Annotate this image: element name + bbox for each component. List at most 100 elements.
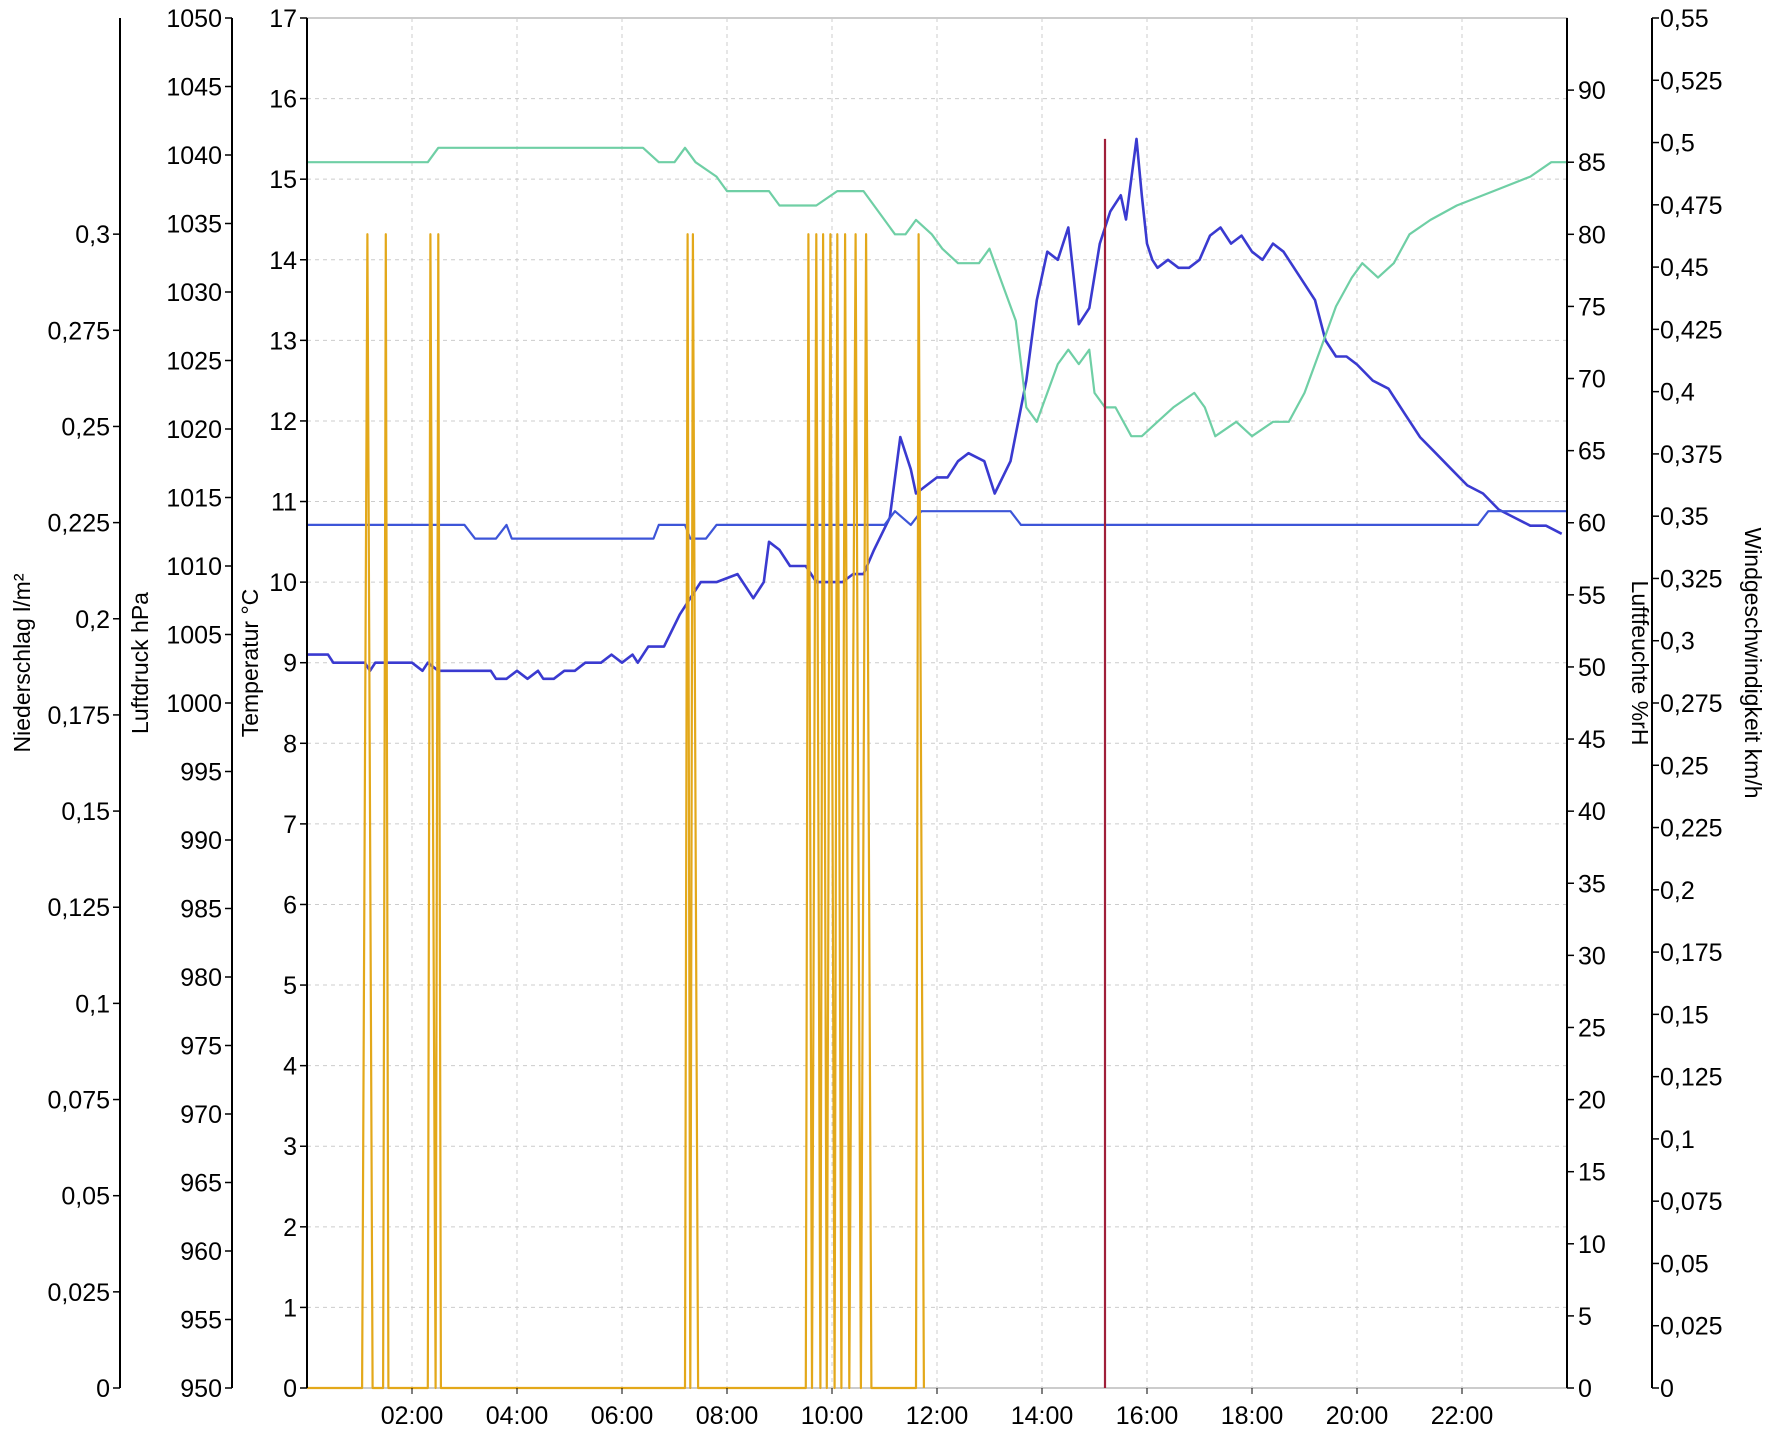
y-tick-label-pressure: 960 [180, 1238, 222, 1266]
y-tick-label-precip: 0,25 [61, 413, 110, 441]
y-tick-label-wind: 0,275 [1660, 690, 1723, 718]
y-tick-label-wind: 0,55 [1660, 5, 1709, 33]
y-tick-label-pressure: 1015 [166, 485, 222, 513]
y-tick-label-pressure: 955 [180, 1307, 222, 1335]
x-tick-label: 08:00 [696, 1402, 759, 1430]
y-tick-label-humidity: 0 [1578, 1375, 1592, 1403]
y-tick-label-wind: 0,175 [1660, 939, 1723, 967]
y-tick-label-pressure: 950 [180, 1375, 222, 1403]
y-tick-label-wind: 0,2 [1660, 877, 1695, 905]
y-tick-label-wind: 0,525 [1660, 67, 1723, 95]
y-tick-label-precip: 0,225 [47, 510, 110, 538]
y-tick-label-humidity: 80 [1578, 221, 1606, 249]
series-layer [307, 137, 1567, 1390]
y-tick-label-humidity: 85 [1578, 149, 1606, 177]
y-tick-label-wind: 0,475 [1660, 192, 1723, 220]
y-tick-label-temperature: 12 [269, 408, 297, 436]
x-tick-label: 22:00 [1431, 1402, 1494, 1430]
y-tick-label-temperature: 8 [283, 730, 297, 758]
x-tick-label: 12:00 [906, 1402, 969, 1430]
y-tick-label-precip: 0,175 [47, 702, 110, 730]
series-line-humidity [307, 146, 1567, 438]
x-tick-label: 02:00 [381, 1402, 444, 1430]
y-tick-label-precip: 0,15 [61, 798, 110, 826]
x-tick-label: 18:00 [1221, 1402, 1284, 1430]
y-tick-label-precip: 0,075 [47, 1087, 110, 1115]
x-tick-label: 16:00 [1116, 1402, 1179, 1430]
y-tick-label-humidity: 60 [1578, 510, 1606, 538]
y-tick-label-humidity: 75 [1578, 293, 1606, 321]
y-tick-label-temperature: 10 [269, 569, 297, 597]
axis-title-temperature: Temperatur °C [237, 589, 263, 738]
axis-title-pressure: Luftdruck hPa [127, 592, 153, 734]
y-tick-label-pressure: 1030 [166, 279, 222, 307]
y-tick-label-pressure: 1020 [166, 416, 222, 444]
grid [306, 17, 1568, 1389]
y-tick-label-humidity: 35 [1578, 870, 1606, 898]
y-tick-label-humidity: 15 [1578, 1159, 1606, 1187]
y-tick-label-precip: 0,05 [61, 1183, 110, 1211]
y-tick-label-humidity: 25 [1578, 1014, 1606, 1042]
y-tick-label-pressure: 990 [180, 827, 222, 855]
y-tick-label-pressure: 995 [180, 759, 222, 787]
y-tick-label-temperature: 6 [283, 891, 297, 919]
series-line-temperature [307, 137, 1563, 681]
y-tick-label-temperature: 7 [283, 811, 297, 839]
axes: 02:00 04:00 06:00 08:00 10:00 12:00 14:00 16:00… [9, 5, 1766, 1430]
x-tick-label: 14:00 [1011, 1402, 1074, 1430]
y-tick-label-wind: 0,5 [1660, 130, 1695, 158]
x-tick-label: 10:00 [801, 1402, 864, 1430]
y-tick-label-temperature: 4 [283, 1053, 297, 1081]
y-tick-label-pressure: 985 [180, 896, 222, 924]
y-tick-label-humidity: 5 [1578, 1303, 1592, 1331]
y-tick-label-humidity: 30 [1578, 942, 1606, 970]
y-tick-label-pressure: 1025 [166, 348, 222, 376]
y-tick-label-wind: 0,3 [1660, 628, 1695, 656]
y-tick-label-humidity: 20 [1578, 1087, 1606, 1115]
y-tick-label-wind: 0,025 [1660, 1313, 1723, 1341]
y-tick-label-temperature: 13 [269, 327, 297, 355]
y-tick-label-wind: 0,45 [1660, 254, 1709, 282]
y-tick-label-pressure: 1045 [166, 74, 222, 102]
y-tick-label-wind: 0,075 [1660, 1188, 1723, 1216]
y-tick-label-pressure: 965 [180, 1170, 222, 1198]
y-tick-label-temperature: 16 [269, 86, 297, 114]
y-tick-label-temperature: 9 [283, 650, 297, 678]
y-tick-label-pressure: 980 [180, 964, 222, 992]
y-tick-label-wind: 0 [1660, 1375, 1674, 1403]
y-tick-label-humidity: 40 [1578, 798, 1606, 826]
y-tick-label-temperature: 11 [271, 489, 297, 517]
axis-title-wind: Windgeschwindigkeit km/h [1740, 527, 1766, 798]
y-tick-label-humidity: 55 [1578, 582, 1606, 610]
y-tick-label-humidity: 90 [1578, 77, 1606, 105]
y-tick-label-precip: 0,1 [75, 990, 110, 1018]
y-tick-label-humidity: 45 [1578, 726, 1606, 754]
y-tick-label-humidity: 50 [1578, 654, 1606, 682]
y-tick-label-humidity: 70 [1578, 366, 1606, 394]
y-tick-label-temperature: 15 [269, 166, 297, 194]
y-tick-label-precip: 0,125 [47, 894, 110, 922]
y-tick-label-temperature: 1 [283, 1294, 297, 1322]
y-tick-label-precip: 0,2 [75, 606, 110, 634]
y-tick-label-wind: 0,125 [1660, 1064, 1723, 1092]
y-tick-label-pressure: 1010 [166, 553, 222, 581]
y-tick-label-temperature: 5 [283, 972, 297, 1000]
y-tick-label-precip: 0,025 [47, 1279, 110, 1307]
y-tick-label-temperature: 17 [269, 5, 297, 33]
y-tick-label-pressure: 1035 [166, 211, 222, 239]
y-tick-label-wind: 0,25 [1660, 752, 1709, 780]
y-tick-label-humidity: 65 [1578, 438, 1606, 466]
y-tick-label-pressure: 1005 [166, 622, 222, 650]
y-tick-label-precip: 0 [96, 1375, 110, 1403]
y-tick-label-humidity: 10 [1578, 1231, 1606, 1259]
y-tick-label-wind: 0,4 [1660, 379, 1695, 407]
x-tick-label: 06:00 [591, 1402, 654, 1430]
y-tick-label-pressure: 970 [180, 1101, 222, 1129]
y-tick-label-pressure: 1000 [166, 690, 222, 718]
y-tick-label-temperature: 3 [283, 1133, 297, 1161]
y-tick-label-wind: 0,15 [1660, 1001, 1709, 1029]
axis-title-precip: Niederschlag l/m² [9, 573, 35, 752]
y-tick-label-pressure: 975 [180, 1033, 222, 1061]
y-tick-label-precip: 0,3 [75, 221, 110, 249]
